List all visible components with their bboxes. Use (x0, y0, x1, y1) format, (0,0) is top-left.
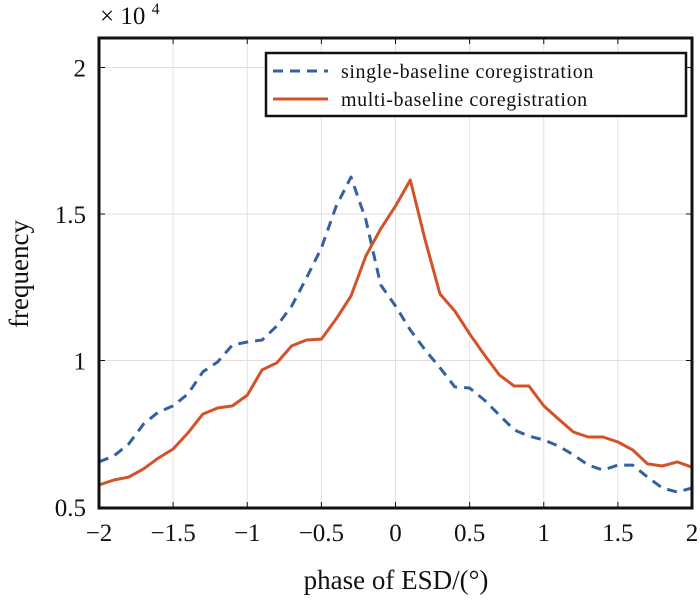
x-tick-label: 1 (538, 520, 551, 547)
x-axis-title: phase of ESD/(°) (304, 565, 489, 595)
legend-label-multi: multi-baseline coregistration (341, 89, 588, 111)
x-tick-label: −2 (86, 520, 113, 547)
y-multiplier-base: × 10 (100, 3, 145, 30)
x-tick-label: −0.5 (299, 520, 344, 547)
y-axis-title: frequency (4, 220, 34, 328)
x-tick-label: −1.5 (150, 520, 195, 547)
ticks (98, 38, 693, 508)
x-tick-label: 2 (686, 520, 699, 547)
y-tick-label: 1.5 (55, 202, 86, 229)
y-tick-label: 2 (74, 56, 87, 83)
x-tick-label: −1 (234, 520, 261, 547)
legend: single-baseline coregistration multi-bas… (264, 51, 688, 118)
y-tick-labels: 0.5 1 1.5 2 (55, 56, 86, 523)
series-layer (98, 175, 693, 494)
x-tick-label: 0.5 (454, 520, 485, 547)
y-tick-label: 1 (74, 349, 87, 376)
y-multiplier: × 10 4 (100, 1, 160, 30)
series-line-single-baseline (98, 175, 693, 494)
x-tick-label: 0 (389, 520, 402, 547)
legend-box (264, 51, 688, 118)
series-line-multi-baseline (98, 178, 693, 487)
legend-label-single: single-baseline coregistration (341, 61, 594, 83)
x-tick-labels: −2 −1.5 −1 −0.5 0 0.5 1 1.5 2 (86, 520, 699, 547)
y-multiplier-exponent: 4 (152, 1, 160, 18)
y-tick-label: 0.5 (55, 495, 86, 522)
x-tick-label: 1.5 (602, 520, 633, 547)
